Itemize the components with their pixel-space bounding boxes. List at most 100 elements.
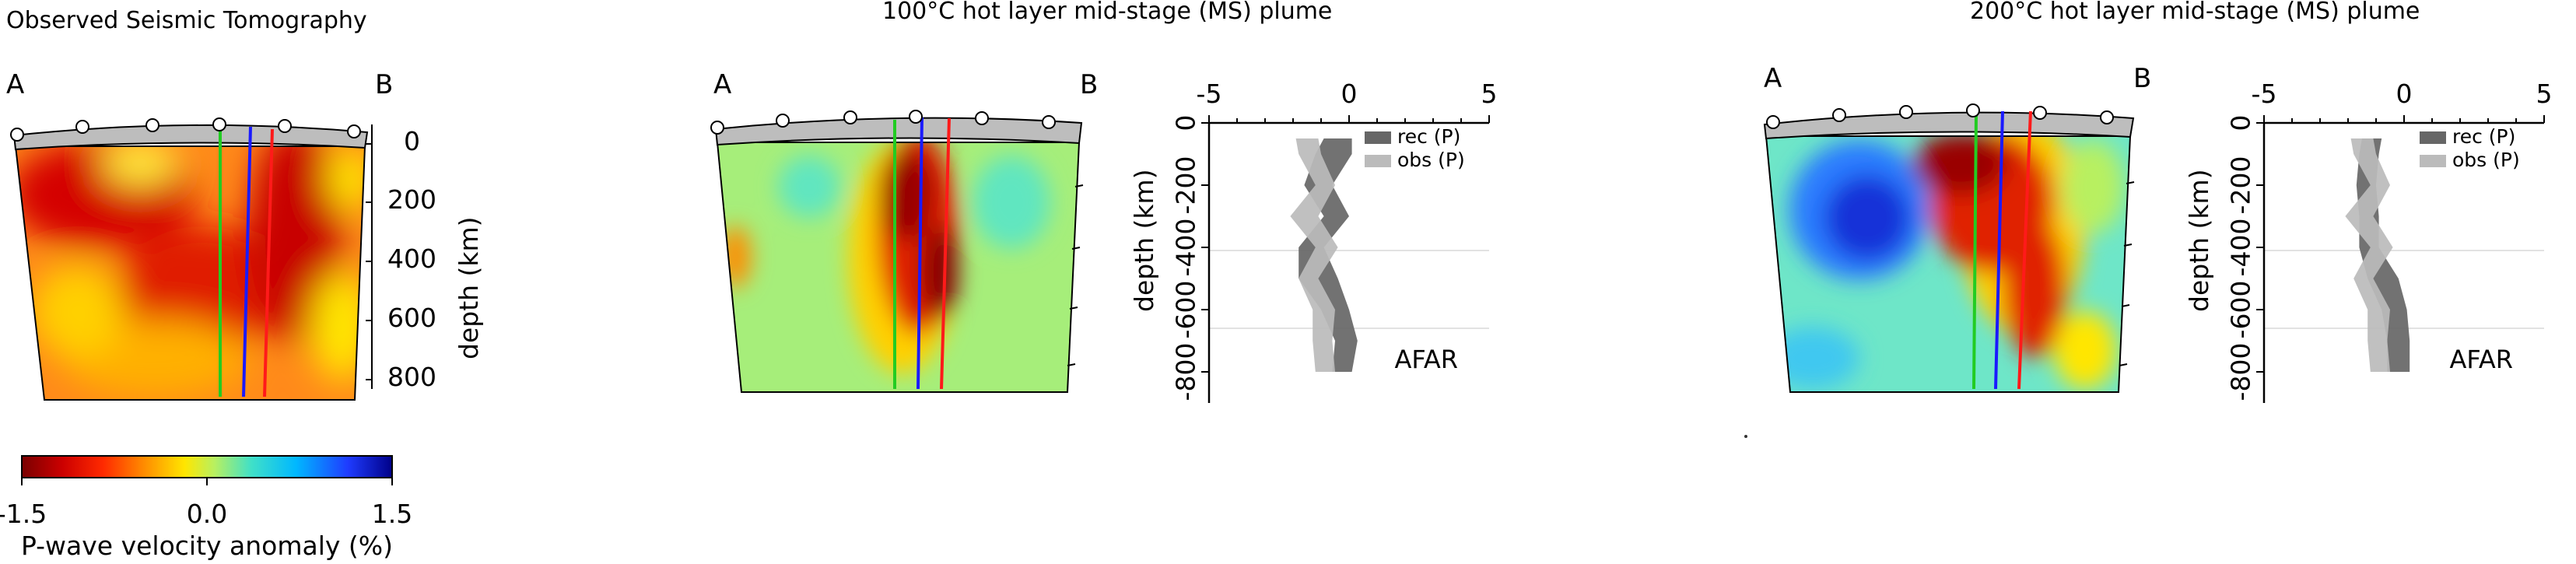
y-tick-label: -200 (2226, 156, 2256, 215)
colorbar-tick-label: 0.0 (187, 499, 227, 529)
profile-start-label: A (1764, 63, 1782, 94)
station-markers (710, 110, 1056, 135)
depth-axis (366, 124, 373, 389)
depth-tick-label: 800 (387, 362, 436, 392)
anomaly-patch (31, 264, 124, 358)
anomaly-patch (2054, 311, 2116, 389)
section-observed: A B (6, 69, 484, 401)
anomaly-patch (2003, 218, 2066, 358)
station-marker (776, 114, 790, 128)
anomaly-patch (327, 148, 365, 210)
section-outline (1765, 135, 2132, 393)
depth-tick-label: 200 (387, 184, 436, 215)
depth-tick-label: 0 (404, 126, 420, 156)
anomaly-patch (778, 156, 840, 218)
legend-swatch (1365, 131, 1391, 144)
anomaly-patch (101, 146, 179, 187)
colorbar-gradient (21, 455, 393, 478)
anomaly-patch (1824, 175, 1910, 261)
y-tick-label: -800 (2226, 343, 2256, 401)
y-tick-label: -800 (1171, 343, 1201, 401)
anomaly-patch (1914, 136, 2007, 194)
topography-band (714, 117, 1083, 146)
velocity-profile-plot-200c: -5 0 5 0 -200 -400 -600 -800 depth (km) rec (P)ob… (2184, 79, 2553, 403)
profile-end-label: B (375, 69, 393, 100)
red-profile-line (940, 117, 951, 390)
anomaly-patch (720, 226, 751, 288)
section-outline (14, 145, 366, 401)
blue-profile-line (916, 117, 924, 390)
blue-profile-line (1994, 110, 2004, 390)
station-label: AFAR (1395, 345, 1458, 374)
section-outline (716, 142, 1081, 393)
anomaly-patch (2062, 140, 2124, 233)
station-marker (710, 121, 724, 135)
legend-label: rec (P) (1397, 125, 1460, 148)
anomaly-patch (1766, 327, 1859, 389)
profile-start-label: A (713, 69, 731, 100)
legend-swatch (2420, 155, 2446, 167)
station-marker (843, 110, 857, 124)
x-tick-label: 0 (1341, 79, 1358, 109)
red-profile-line (263, 128, 274, 398)
stray-dot (1744, 435, 1747, 438)
y-axis-label: depth (km) (2184, 169, 2214, 312)
section-200c: A B (1763, 63, 2151, 393)
velocity-profile-plot-100c: -5 0 5 0 -200 -400 -600 -800 depth (km) rec (P)ob… (1129, 79, 1498, 403)
x-tick-label: 5 (2536, 79, 2553, 109)
station-markers (10, 117, 361, 142)
station-marker (1966, 103, 1980, 117)
topography-band (12, 124, 369, 151)
station-marker (1766, 115, 1780, 129)
station-marker (212, 117, 226, 131)
red-profile-line (2017, 110, 2032, 390)
station-marker (2033, 106, 2047, 120)
panel-3-title: 200°C hot layer mid-stage (MS) plume (1970, 0, 2420, 25)
station-marker (1899, 105, 1913, 119)
topography-band (1763, 111, 2135, 140)
station-marker (145, 118, 159, 132)
x-tick-label: 5 (1481, 79, 1498, 109)
anomaly-patch (879, 148, 934, 241)
legend-swatch (2420, 131, 2446, 144)
profile-end-label: B (2133, 63, 2151, 94)
x-tick-label: -5 (2252, 79, 2277, 109)
y-axis-label: depth (km) (1129, 169, 1159, 312)
colorbar: -1.5 0.0 1.5 P-wave velocity anomaly (%) (0, 455, 412, 561)
panel-2-title: 100°C hot layer mid-stage (MS) plume (882, 0, 1332, 25)
anomaly-patch (311, 272, 365, 381)
depth-tick-label: 600 (387, 303, 436, 333)
y-tick-label: -600 (2226, 281, 2256, 339)
colorbar-label: P-wave velocity anomaly (%) (21, 531, 393, 561)
section-right-ticks (2119, 181, 2135, 366)
legend-swatch (1365, 155, 1391, 167)
panel-1-title: Observed Seismic Tomography (6, 7, 367, 34)
station-marker (2100, 110, 2114, 124)
station-marker (909, 110, 923, 124)
y-tick-label: 0 (1171, 115, 1201, 131)
station-markers (1766, 103, 2114, 129)
green-profile-line (1972, 112, 1978, 390)
station-marker (1042, 115, 1056, 129)
profile-band (1290, 138, 1338, 372)
y-tick-label: -400 (1171, 219, 1201, 277)
y-tick-label: -400 (2226, 219, 2256, 277)
section-100c: A B (710, 69, 1098, 393)
legend-label: obs (P) (2452, 149, 2520, 171)
station-marker (1832, 108, 1846, 122)
y-tick-label: -200 (1171, 156, 1201, 215)
colorbar-tick-label: 1.5 (372, 499, 412, 529)
station-label: AFAR (2450, 345, 2513, 374)
x-tick-label: -5 (1197, 79, 1222, 109)
profile-start-label: A (6, 69, 24, 100)
station-marker (10, 128, 24, 142)
station-marker (75, 120, 89, 134)
station-marker (975, 111, 989, 125)
legend-label: obs (P) (1397, 149, 1465, 171)
x-tick-label: 0 (2396, 79, 2413, 109)
legend-label: rec (P) (2452, 125, 2515, 148)
profile-band (2345, 138, 2393, 372)
anomaly-patch (921, 226, 959, 319)
blue-profile-line (242, 126, 252, 398)
